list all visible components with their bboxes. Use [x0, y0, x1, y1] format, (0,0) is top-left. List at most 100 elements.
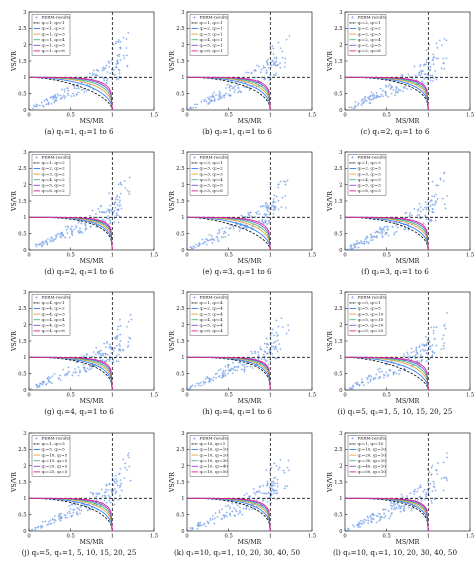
scatter-point: [380, 516, 383, 519]
scatter-point: [370, 91, 373, 94]
scatter-point: [118, 472, 121, 475]
scatter-point: [251, 352, 254, 355]
scatter-point: [47, 375, 50, 379]
scatter-point: [436, 197, 439, 201]
y-tick-label: 2: [181, 463, 184, 469]
scatter-point: [273, 482, 277, 485]
legend-label: q₁=10, q₂=50: [200, 469, 229, 474]
scatter-point: [443, 342, 446, 345]
scatter-point: [204, 240, 207, 244]
scatter-point: [84, 223, 87, 226]
scatter-point: [440, 477, 443, 480]
scatter-point: [214, 372, 217, 376]
scatter-point: [280, 205, 283, 209]
scatter-point: [270, 490, 273, 493]
scatter-point: [189, 526, 192, 530]
scatter-point: [209, 95, 212, 98]
scatter-point: [80, 88, 83, 91]
scatter-point: [263, 213, 266, 216]
scatter-point: [105, 64, 108, 67]
scatter-point: [212, 91, 216, 94]
x-axis-label: MS/MR: [396, 539, 420, 546]
scatter-point: [215, 235, 218, 238]
scatter-point: [218, 228, 221, 231]
legend-label: q₁=25, q₂=5: [42, 469, 68, 474]
scatter-point: [410, 509, 413, 512]
scatter-point: [57, 377, 60, 380]
scatter-point: [424, 73, 427, 76]
scatter-point: [272, 491, 276, 495]
x-tick-label: 1: [269, 253, 272, 259]
x-axis-label: MS/MR: [238, 118, 262, 125]
scatter-point: [357, 526, 360, 529]
scatter-point: [242, 507, 245, 510]
scatter-point: [108, 72, 112, 75]
scatter-point: [204, 525, 208, 528]
x-tick-label: 0: [185, 113, 188, 119]
scatter-point: [442, 67, 446, 70]
scatter-point: [281, 196, 284, 199]
scatter-point: [120, 207, 123, 210]
scatter-point: [397, 364, 400, 367]
scatter-point: [383, 516, 386, 519]
scatter-point: [65, 87, 69, 90]
scatter-point: [437, 57, 440, 60]
scatter-point: [66, 371, 70, 374]
y-axis-label: VS/VR: [11, 191, 18, 212]
legend-label: q₁=4, q₂=2: [42, 306, 66, 311]
plot-content: [187, 12, 312, 110]
scatter-point: [49, 522, 52, 525]
scatter-point: [408, 75, 412, 79]
scatter-point: [128, 192, 131, 196]
scatter-point: [45, 243, 49, 246]
scatter-point: [383, 225, 386, 229]
legend-label: q₁=1, q₂=10: [358, 441, 384, 446]
scatter-point: [269, 501, 273, 505]
scatter-point: [59, 94, 62, 97]
scatter-point: [237, 361, 241, 364]
scatter-point: [263, 204, 267, 207]
scatter-point: [418, 344, 421, 347]
scatter-point: [78, 370, 82, 374]
scatter-point: [40, 241, 43, 244]
scatter-point: [237, 365, 240, 368]
scatter-point: [430, 473, 433, 476]
y-tick-label: 2: [339, 463, 342, 469]
scatter-point: [230, 367, 233, 370]
scatter-point: [260, 76, 263, 79]
scatter-point: [427, 491, 430, 494]
scatter-point: [378, 376, 381, 379]
scatter-point: [428, 220, 432, 223]
scatter-point: [91, 209, 94, 212]
scatter-point: [267, 219, 270, 222]
scatter-point: [382, 229, 386, 232]
scatter-point: [232, 368, 235, 371]
scatter-point: [217, 240, 220, 243]
scatter-point: [375, 373, 378, 376]
scatter-point: [78, 231, 81, 235]
scatter-point: [260, 491, 263, 495]
scatter-point: [108, 495, 112, 499]
scatter-point: [227, 369, 230, 372]
y-tick-label: 1.5: [176, 59, 184, 65]
scatter-point: [362, 97, 366, 101]
scatter-point: [59, 235, 62, 238]
scatter-point: [50, 381, 54, 385]
scatter-point: [210, 99, 213, 102]
legend-box: [347, 14, 387, 56]
scatter-point: [265, 346, 268, 349]
scatter-point: [97, 352, 100, 356]
scatter-point: [356, 242, 359, 245]
scatter-point: [127, 456, 131, 459]
legend-label: q₁=40, q₂=10: [358, 464, 387, 469]
scatter-point: [245, 365, 249, 368]
scatter-point: [445, 456, 449, 459]
scatter-point: [239, 362, 242, 365]
scatter-point: [431, 211, 435, 214]
y-tick-label: 0: [181, 388, 184, 394]
scatter-point: [436, 472, 439, 476]
scatter-point: [371, 512, 374, 515]
scatter-point: [262, 64, 265, 68]
scatter-point: [389, 86, 393, 89]
